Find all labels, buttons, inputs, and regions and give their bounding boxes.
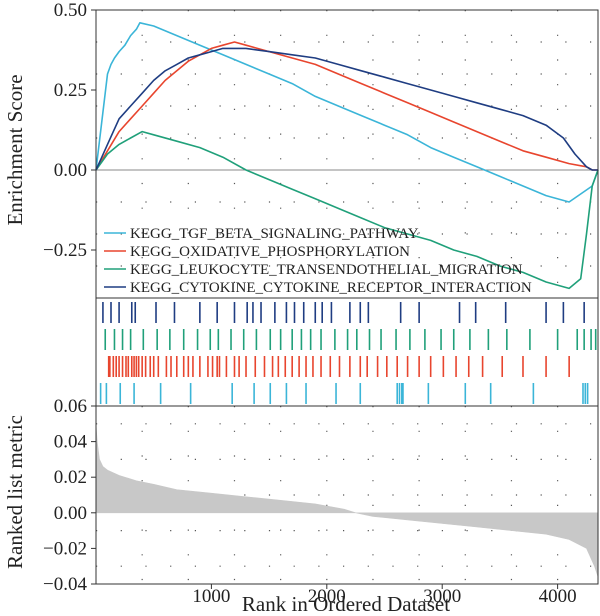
y-tick-label: 0.50 xyxy=(54,0,87,21)
y-tick-label: 0.00 xyxy=(54,503,87,524)
y-tick-label: 0.04 xyxy=(54,432,88,453)
legend-label-leukocyte-migration: KEGG_LEUKOCYTE_TRANSENDOTHELIAL_MIGRATIO… xyxy=(130,262,523,278)
legend: KEGG_TGF_BETA_SIGNALING_PATHWAY KEGG_OXI… xyxy=(104,226,532,296)
enrichment-score-panel: 0.50 0.25 0.00 −0.25 xyxy=(43,0,599,299)
x-tick-label: 3000 xyxy=(423,586,461,607)
y-tick-label: −0.02 xyxy=(43,538,87,559)
y-tick-label: −0.04 xyxy=(43,574,87,595)
y-axis-label-ranked-list-metric: Ranked list metric xyxy=(3,415,27,569)
es-curve-3 xyxy=(95,47,598,171)
hit-barcode-panel xyxy=(95,297,599,407)
x-tick-label: 4000 xyxy=(539,586,577,607)
y-tick-label: 0.00 xyxy=(54,160,87,181)
x-axis-label: Rank in Ordered Dataset xyxy=(242,592,450,616)
y-tick-label: 0.06 xyxy=(54,396,87,417)
y-axis-label-enrichment-score: Enrichment Score xyxy=(3,74,27,225)
es-curve-2 xyxy=(95,130,599,290)
y-tick-label: 0.25 xyxy=(54,80,87,101)
legend-label-cytokine-receptor: KEGG_CYTOKINE_CYTOKINE_RECEPTOR_INTERACT… xyxy=(130,280,532,296)
ranked-metric-panel: 0.06 0.04 0.02 0.00 −0.02 −0.04 1000 2000 3000 40… xyxy=(43,396,599,607)
legend-label-tgf-beta: KEGG_TGF_BETA_SIGNALING_PATHWAY xyxy=(130,226,419,242)
y-tick-label: 0.02 xyxy=(54,467,87,488)
x-tick-label: 2000 xyxy=(308,586,346,607)
hit-panel-frame xyxy=(95,297,599,407)
metric-panel-frame xyxy=(95,405,599,585)
y-tick-label: −0.25 xyxy=(43,240,87,261)
x-tick-label: 1000 xyxy=(192,586,230,607)
ranked-metric-area xyxy=(95,423,599,577)
legend-label-oxidative-phosphorylation: KEGG_OXIDATIVE_PHOSPHORYLATION xyxy=(130,244,410,260)
es-curve-0 xyxy=(95,22,599,203)
